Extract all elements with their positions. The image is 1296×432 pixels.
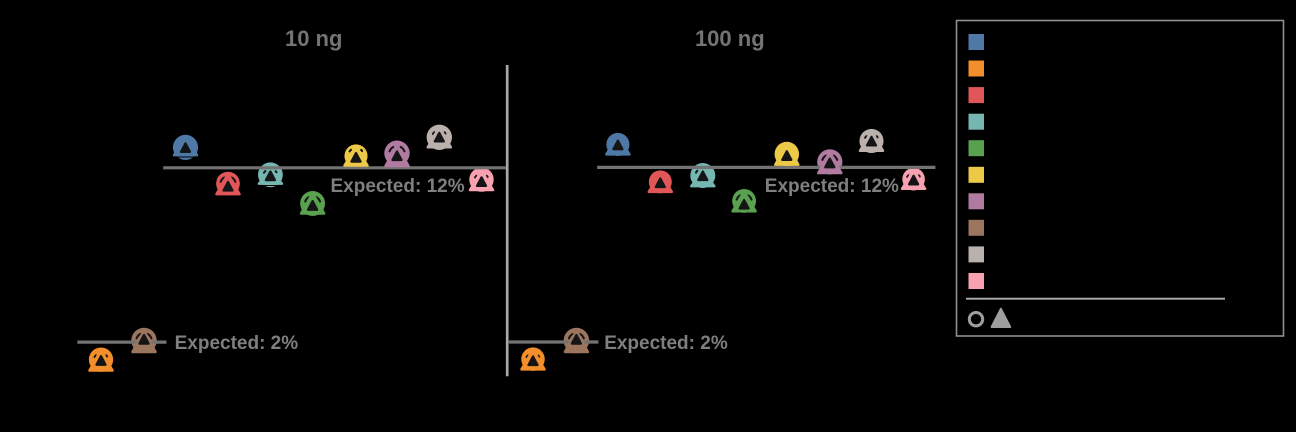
svg-text:Expected: 2%: Expected: 2%: [175, 333, 299, 354]
svg-text:10 ng: 10 ng: [285, 26, 342, 51]
svg-text:100 ng: 100 ng: [695, 26, 765, 51]
svg-text:Expected: 12%: Expected: 12%: [331, 176, 465, 197]
svg-text:Expected: 12%: Expected: 12%: [765, 176, 899, 197]
svg-text:Expected: 2%: Expected: 2%: [604, 333, 728, 354]
